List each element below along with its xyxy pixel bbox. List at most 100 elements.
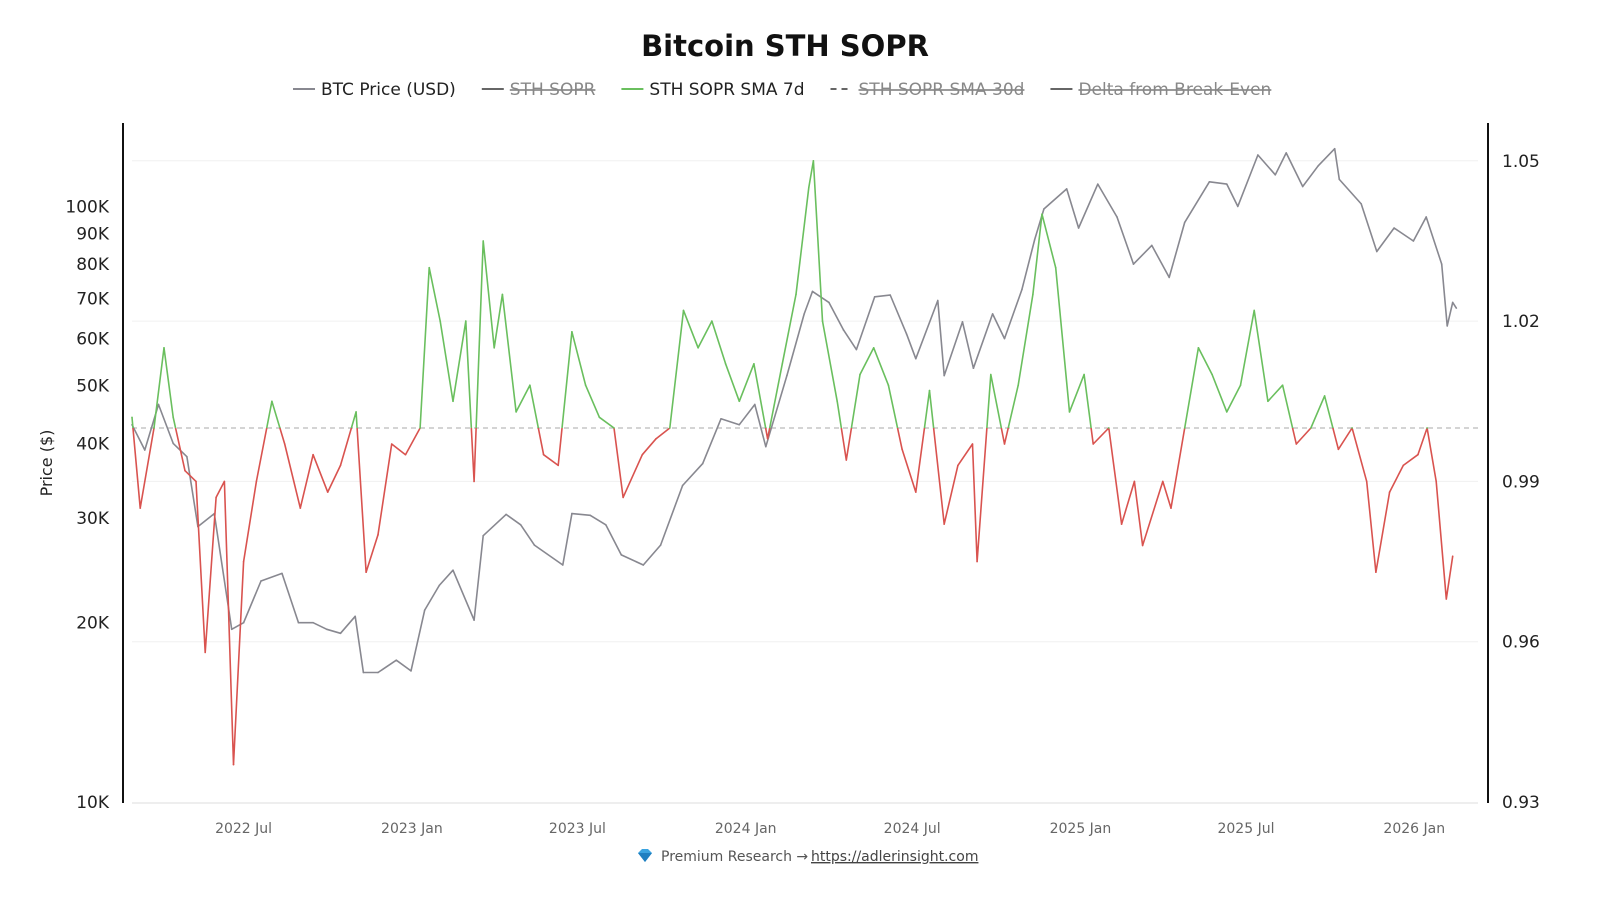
chart-title: Bitcoin STH SOPR [641, 29, 929, 63]
legend-item-1[interactable]: STH SOPR [481, 80, 596, 100]
sopr-sma7-point [365, 571, 367, 574]
sopr-sma7-point [655, 437, 657, 440]
sopr-sma7-point [1003, 443, 1006, 445]
btc-price-point [720, 417, 722, 420]
btc-price-point [1412, 240, 1415, 242]
y-left-tick: 40K [76, 434, 110, 454]
btc-price-line [131, 147, 1457, 674]
sopr-sma7-point [452, 400, 454, 403]
btc-price-point [1043, 208, 1045, 210]
btc-price-point [642, 564, 645, 566]
sopr-sma7-point [1054, 266, 1057, 269]
btc-price-point [1021, 288, 1023, 291]
x-tick: 2023 Jan [381, 821, 443, 837]
sopr-sma7-point [153, 427, 155, 429]
btc-price-point [242, 621, 245, 624]
btc-price-point [312, 621, 314, 624]
y-left-tick: 30K [76, 509, 110, 529]
btc-price-point [1132, 263, 1135, 265]
footer-link[interactable]: https://adlerinsight.com [811, 849, 978, 865]
y-right-tick: 1.02 [1502, 312, 1540, 332]
btc-price-point [1338, 178, 1341, 181]
btc-price-point [297, 621, 300, 624]
btc-price-point [765, 445, 767, 448]
sopr-sma7-point [355, 411, 357, 413]
btc-price-point [1257, 154, 1259, 156]
btc-price-point [1455, 307, 1458, 309]
btc-price-point [855, 348, 858, 351]
sopr-sma7-point [976, 560, 978, 563]
footer: Premium Research → https://adlerinsight.… [638, 849, 978, 865]
btc-price-point [1333, 147, 1336, 150]
btc-price-point [172, 442, 174, 445]
sopr-sma7-point [641, 453, 644, 456]
sopr-sma7-point [724, 363, 727, 365]
sopr-sma7-point [501, 293, 504, 296]
sopr-sma7-point [613, 427, 615, 429]
btc-price-point [1446, 325, 1448, 327]
sopr-sma7-point [598, 416, 601, 419]
legend-item-4[interactable]: Delta from Break-Even [1050, 80, 1271, 100]
sopr-sma7-point [859, 373, 861, 376]
btc-price-point [533, 544, 536, 546]
btc-price-point [473, 619, 475, 621]
btc-price-point [915, 357, 917, 360]
sopr-sma7-point [1092, 443, 1095, 445]
y-left-label: Price ($) [37, 430, 56, 497]
btc-price-point [828, 301, 830, 304]
btc-price-point [604, 524, 607, 526]
sopr-sma7-point [781, 363, 784, 365]
btc-price-point [842, 329, 845, 331]
legend-item-3[interactable]: STH SOPR SMA 30d [830, 80, 1025, 100]
sopr-sma7-point [738, 400, 741, 403]
sopr-sma7-point [232, 763, 235, 766]
sopr-sma7-point [283, 443, 286, 445]
btc-price-point [1183, 221, 1186, 224]
sopr-sma7-point [1281, 384, 1284, 387]
sopr-sma7-point [1107, 427, 1110, 429]
legend-item-2[interactable]: STH SOPR SMA 7d [621, 80, 805, 100]
sopr-sma7-point [1032, 293, 1034, 296]
sopr-sma7-point [1388, 491, 1391, 493]
sopr-sma7-point [1417, 453, 1419, 456]
btc-price-point [1116, 216, 1118, 218]
btc-price-point [326, 628, 328, 631]
btc-price-point [423, 609, 426, 611]
legend-item-0[interactable]: BTC Price (USD) [293, 80, 456, 100]
sopr-sma7-point [668, 427, 671, 429]
sopr-sma7-point [1120, 523, 1123, 525]
btc-price-point [377, 671, 379, 674]
sopr-sma7-point [482, 240, 485, 242]
legend-label: Delta from Break-Even [1078, 80, 1271, 100]
sopr-sma7-point [812, 160, 815, 162]
sopr-sma7-point [557, 464, 560, 467]
btc-price-point [438, 584, 441, 587]
sopr-sma7-point [1017, 384, 1020, 387]
sopr-sma7-point [1402, 464, 1405, 467]
sopr-sma7-point [139, 507, 142, 509]
sopr-sma7-point [515, 411, 517, 413]
sopr-sma7-point [808, 186, 810, 189]
y-right-tick: 0.99 [1502, 472, 1540, 492]
sopr-sma7-point [195, 480, 197, 483]
sopr-sma7-point [1133, 480, 1136, 483]
sopr-sma7-point [215, 496, 217, 499]
x-tick: 2025 Jan [1050, 821, 1112, 837]
sopr-sma7-point [1170, 507, 1172, 509]
btc-price-point [701, 462, 704, 465]
btc-price-point [754, 403, 756, 406]
sopr-sma7-point [1197, 347, 1200, 349]
sopr-sma7-point [390, 443, 393, 445]
sopr-sma7-point [1211, 373, 1213, 376]
legend-label: BTC Price (USD) [321, 80, 456, 100]
sopr-sma7-point [1239, 384, 1242, 387]
plot-area [131, 147, 1478, 766]
btc-price-point [905, 333, 908, 336]
x-tick: 2024 Jan [715, 821, 777, 837]
sopr-sma7-point [271, 400, 273, 403]
sopr-sma7-point [622, 496, 624, 499]
btc-price-point [1393, 227, 1395, 229]
y-left-tick: 60K [76, 330, 110, 350]
y-left-tick: 50K [76, 377, 110, 397]
sopr-sma7-point [943, 523, 945, 525]
